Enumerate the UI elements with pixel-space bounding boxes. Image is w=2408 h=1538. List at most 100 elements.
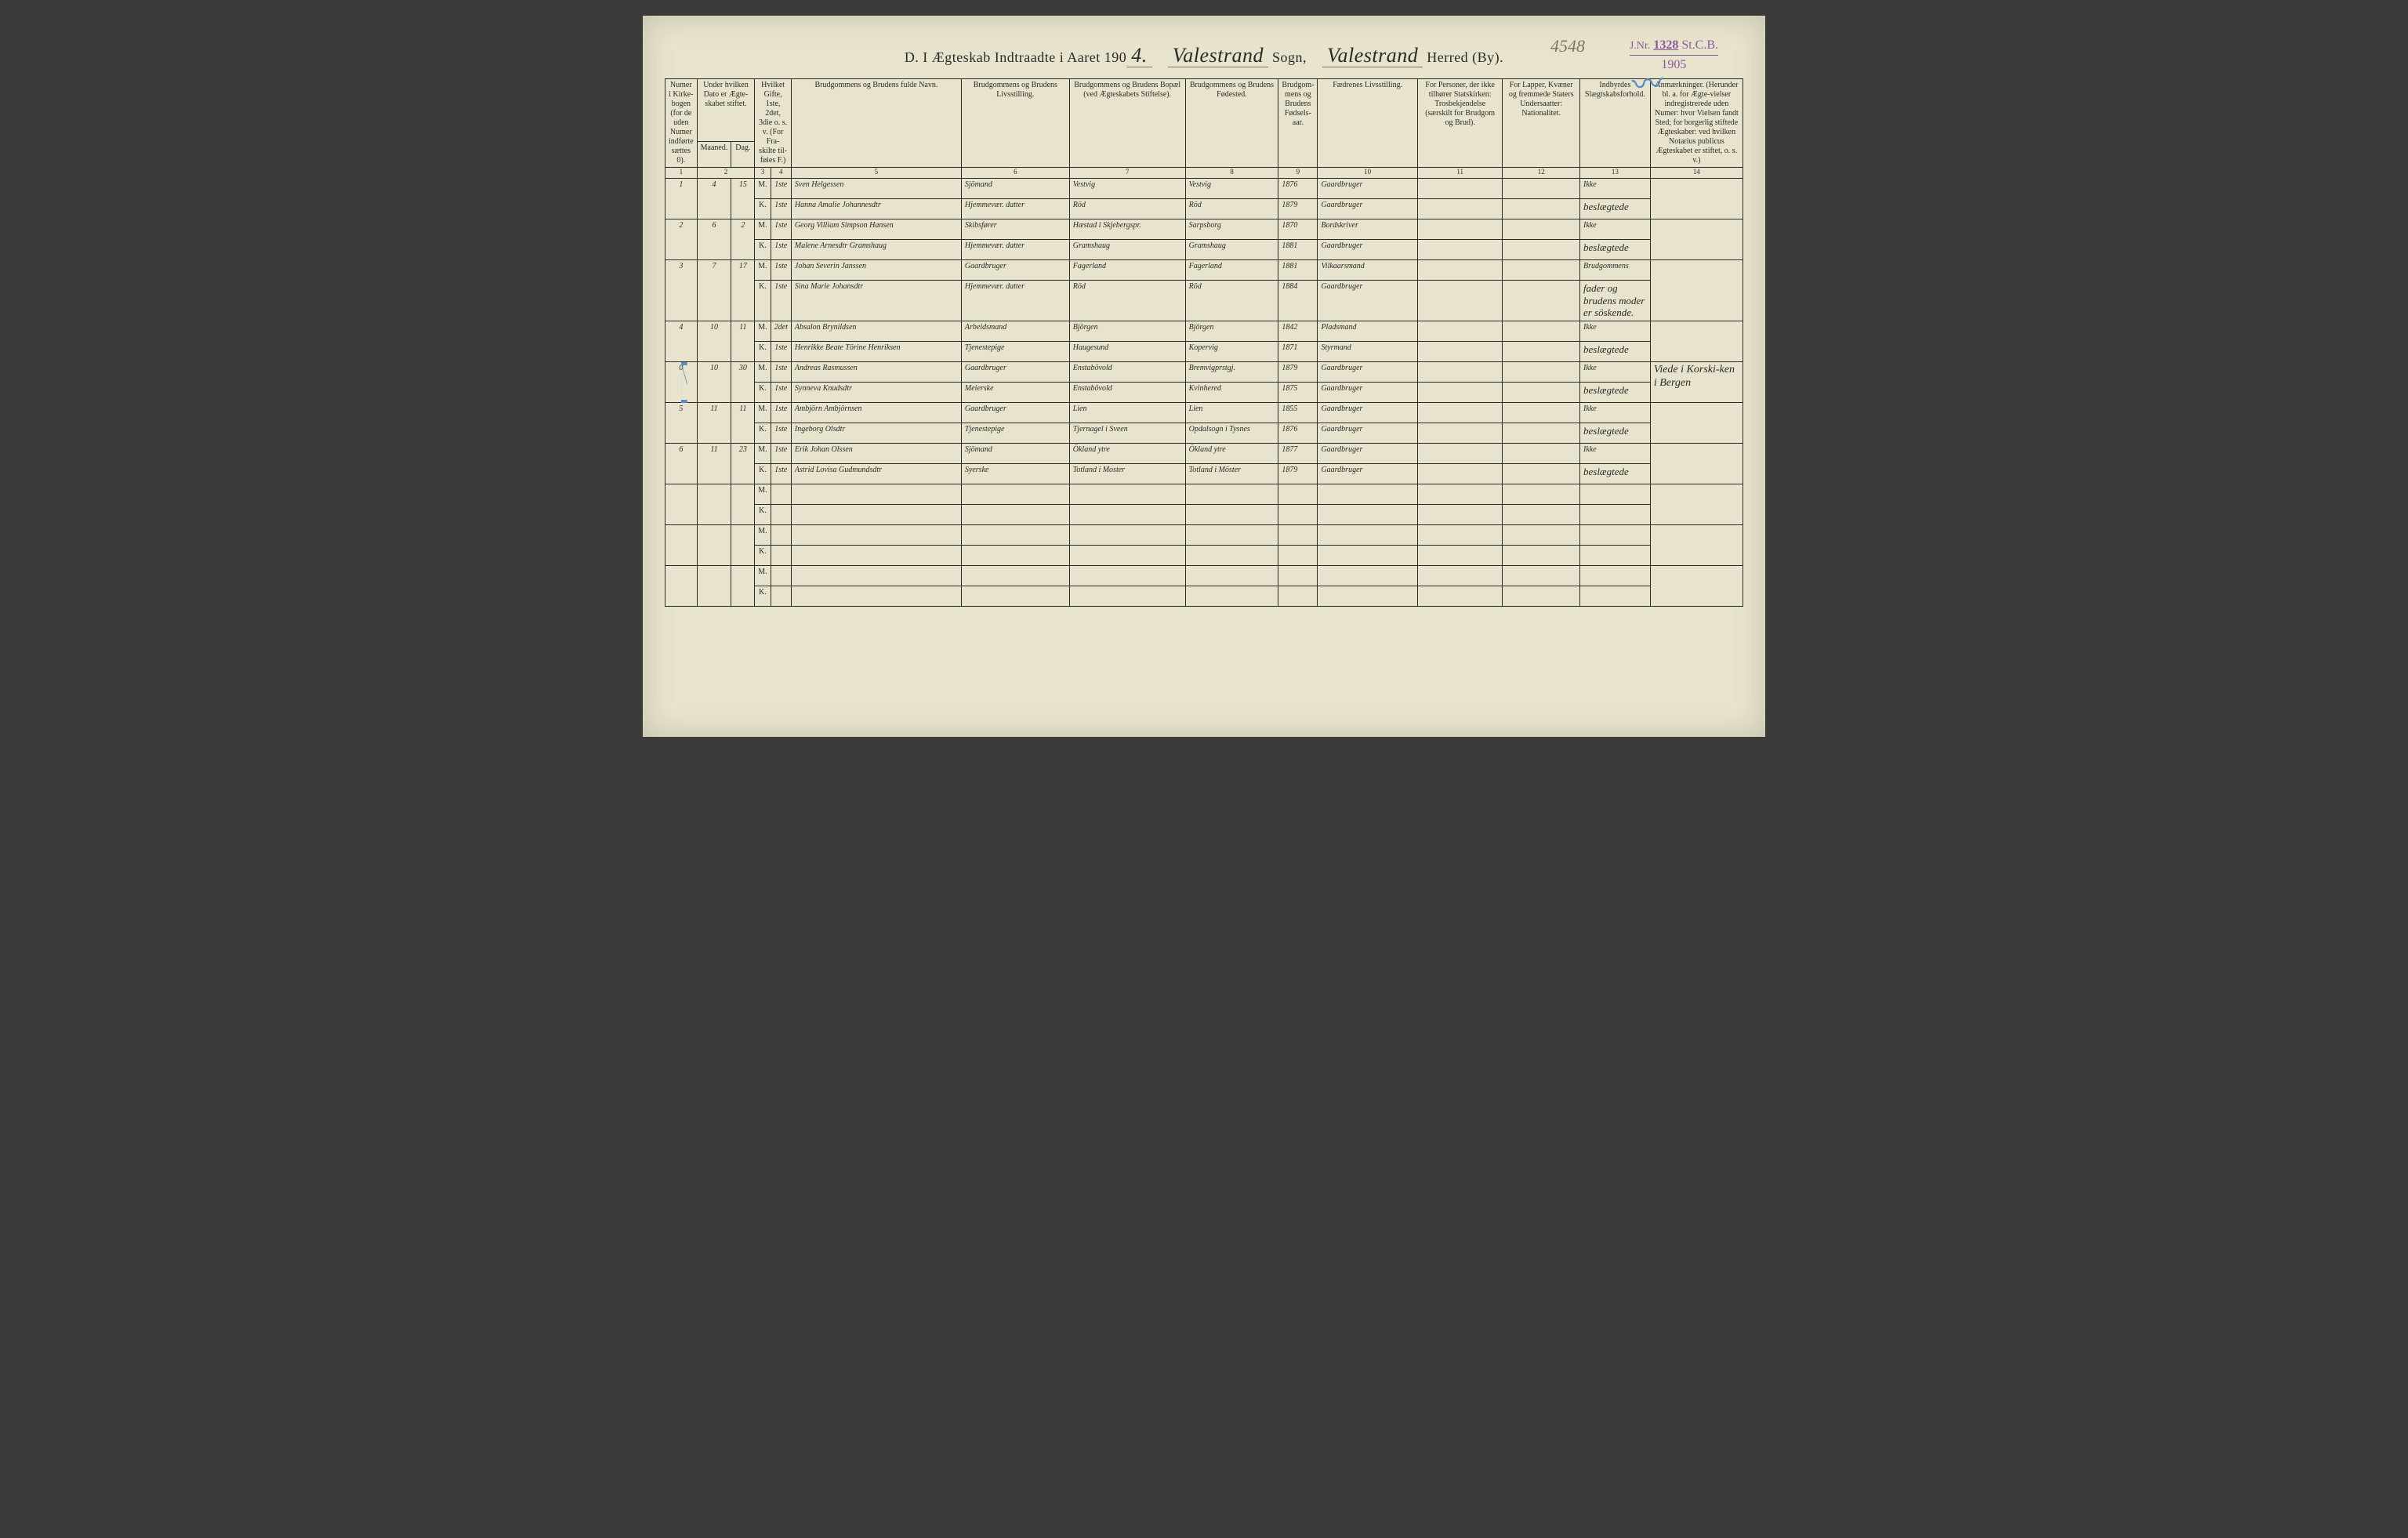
residence-k: Gramshaug xyxy=(1069,240,1185,260)
colnum: 9 xyxy=(1278,168,1318,179)
col-bopal: Brudgommens og Brudens Bopæl (ved Ægtesk… xyxy=(1069,79,1185,168)
entry-number: 3 xyxy=(665,260,698,321)
entry-month: 11 xyxy=(697,402,731,443)
name-m: Absalon Brynildsen xyxy=(791,321,961,341)
remarks: Viede i Korski-ken i Bergen xyxy=(1650,361,1743,402)
gifte-m: 1ste xyxy=(771,179,791,199)
remarks xyxy=(1650,219,1743,260)
gifte-k: 1ste xyxy=(771,382,791,402)
blue-flourish: 〰 xyxy=(1630,57,1666,105)
colnum: 2 xyxy=(697,168,755,179)
residence-k: Totland i Moster xyxy=(1069,463,1185,484)
birthyear-m: 1855 xyxy=(1278,402,1318,423)
occupation-m: Arbeidsmand xyxy=(961,321,1069,341)
birthyear-m: 1842 xyxy=(1278,321,1318,341)
colnum: 7 xyxy=(1069,168,1185,179)
nationality-m xyxy=(1503,321,1580,341)
mk-k: K. xyxy=(755,240,771,260)
pencil-annotation: 4548 xyxy=(1550,36,1585,56)
entry-day: 15 xyxy=(731,179,755,219)
birthplace-m: Ökland ytre xyxy=(1185,443,1278,463)
gifte-m: 2det xyxy=(771,321,791,341)
name-k: Ingeborg Olsdtr xyxy=(791,423,961,443)
kinship-k: beslægtede xyxy=(1579,240,1650,260)
birthplace-k: Kopervig xyxy=(1185,341,1278,361)
colnum: 13 xyxy=(1579,168,1650,179)
birthplace-k: Gramshaug xyxy=(1185,240,1278,260)
nationality-m xyxy=(1503,443,1580,463)
jnr-number: 1328 xyxy=(1653,38,1678,52)
residence-m: Björgen xyxy=(1069,321,1185,341)
residence-m: Vestvig xyxy=(1069,179,1185,199)
father-occ-k: Styrmand xyxy=(1318,341,1417,361)
residence-m: Ökland ytre xyxy=(1069,443,1185,463)
birthplace-m: Björgen xyxy=(1185,321,1278,341)
birthplace-m: Fagerland xyxy=(1185,260,1278,281)
occupation-m: Gaardbruger xyxy=(961,361,1069,382)
confession-k xyxy=(1417,382,1503,402)
kinship-k: beslægtede xyxy=(1579,423,1650,443)
birthyear-k: 1876 xyxy=(1278,423,1318,443)
entry-day: 2 xyxy=(731,219,755,260)
col-dato: Under hvilken Dato er Ægte-skabet stifte… xyxy=(697,79,755,142)
empty-row-m: M. xyxy=(665,524,1743,545)
kinship-k: beslægtede xyxy=(1579,463,1650,484)
birthplace-k: Röd xyxy=(1185,199,1278,219)
kinship-m: Ikke xyxy=(1579,219,1650,240)
gifte-k: 1ste xyxy=(771,240,791,260)
father-occ-m: Gaardbruger xyxy=(1318,402,1417,423)
father-occ-m: Gaardbruger xyxy=(1318,361,1417,382)
birthyear-m: 1876 xyxy=(1278,179,1318,199)
entry-row-m: 1415M.1steSven HelgessenSjömandVestvigVe… xyxy=(665,179,1743,199)
occupation-k: Hjemmevær. datter xyxy=(961,240,1069,260)
colnum: 14 xyxy=(1650,168,1743,179)
gifte-k: 1ste xyxy=(771,341,791,361)
name-k: Hanna Amalie Johannesdtr xyxy=(791,199,961,219)
confession-m xyxy=(1417,443,1503,463)
confession-k xyxy=(1417,341,1503,361)
col-faedr: Fædrenes Livsstilling. xyxy=(1318,79,1417,168)
entry-row-m: 262M.1steGeorg Villiam Simpson HansenSki… xyxy=(665,219,1743,240)
residence-k: Enstabövold xyxy=(1069,382,1185,402)
entry-month: 4 xyxy=(697,179,731,219)
empty-row-m: M. xyxy=(665,565,1743,586)
name-k: Astrid Lovisa Gudmundsdtr xyxy=(791,463,961,484)
nationality-k xyxy=(1503,240,1580,260)
kinship-m: Ikke xyxy=(1579,361,1650,382)
jnr-label: J.Nr. xyxy=(1630,40,1650,52)
header-sogn-label: Sogn, xyxy=(1272,49,1307,65)
entry-row-k: K.1steSynneva KnudsdtrMeierskeEnstabövol… xyxy=(665,382,1743,402)
birthyear-m: 1879 xyxy=(1278,361,1318,382)
name-k: Malene Arnesdtr Gramshaug xyxy=(791,240,961,260)
birthplace-m: Vestvig xyxy=(1185,179,1278,199)
father-occ-m: Gaardbruger xyxy=(1318,179,1417,199)
birthyear-k: 1881 xyxy=(1278,240,1318,260)
entry-month: 6 xyxy=(697,219,731,260)
birthplace-k: Opdalsogn i Tysnes xyxy=(1185,423,1278,443)
kinship-k: beslægtede xyxy=(1579,341,1650,361)
kinship-m: Ikke xyxy=(1579,179,1650,199)
empty-row-k: K. xyxy=(665,586,1743,606)
col-gifte: Hvilket Gifte, 1ste, 2det, 3die o. s. v.… xyxy=(755,79,792,168)
birthyear-k: 1875 xyxy=(1278,382,1318,402)
colnum: 12 xyxy=(1503,168,1580,179)
name-m: Andreas Rasmussen xyxy=(791,361,961,382)
table-header: Numer i Kirke-bogen (for de uden Numer i… xyxy=(665,79,1743,179)
empty-row-m: M. xyxy=(665,484,1743,504)
entry-row-m: 0 1030M.1steAndreas RasmussenGaardbruger… xyxy=(665,361,1743,382)
residence-m: Lien xyxy=(1069,402,1185,423)
kinship-m: Ikke xyxy=(1579,443,1650,463)
confession-m xyxy=(1417,260,1503,281)
entry-month: 11 xyxy=(697,443,731,484)
father-occ-k: Gaardbruger xyxy=(1318,240,1417,260)
remarks xyxy=(1650,402,1743,443)
father-occ-m: Bordskriver xyxy=(1318,219,1417,240)
entry-row-k: K.1steIngeborg OlsdtrTjenestepigeTjernag… xyxy=(665,423,1743,443)
mk-m: M. xyxy=(755,443,771,463)
entry-row-m: 51111M.1steAmbjörn AmbjörnsenGaardbruger… xyxy=(665,402,1743,423)
birthyear-m: 1881 xyxy=(1278,260,1318,281)
entry-number: 5 xyxy=(665,402,698,443)
birthplace-k: Kvinhered xyxy=(1185,382,1278,402)
nationality-k xyxy=(1503,199,1580,219)
birthyear-m: 1877 xyxy=(1278,443,1318,463)
